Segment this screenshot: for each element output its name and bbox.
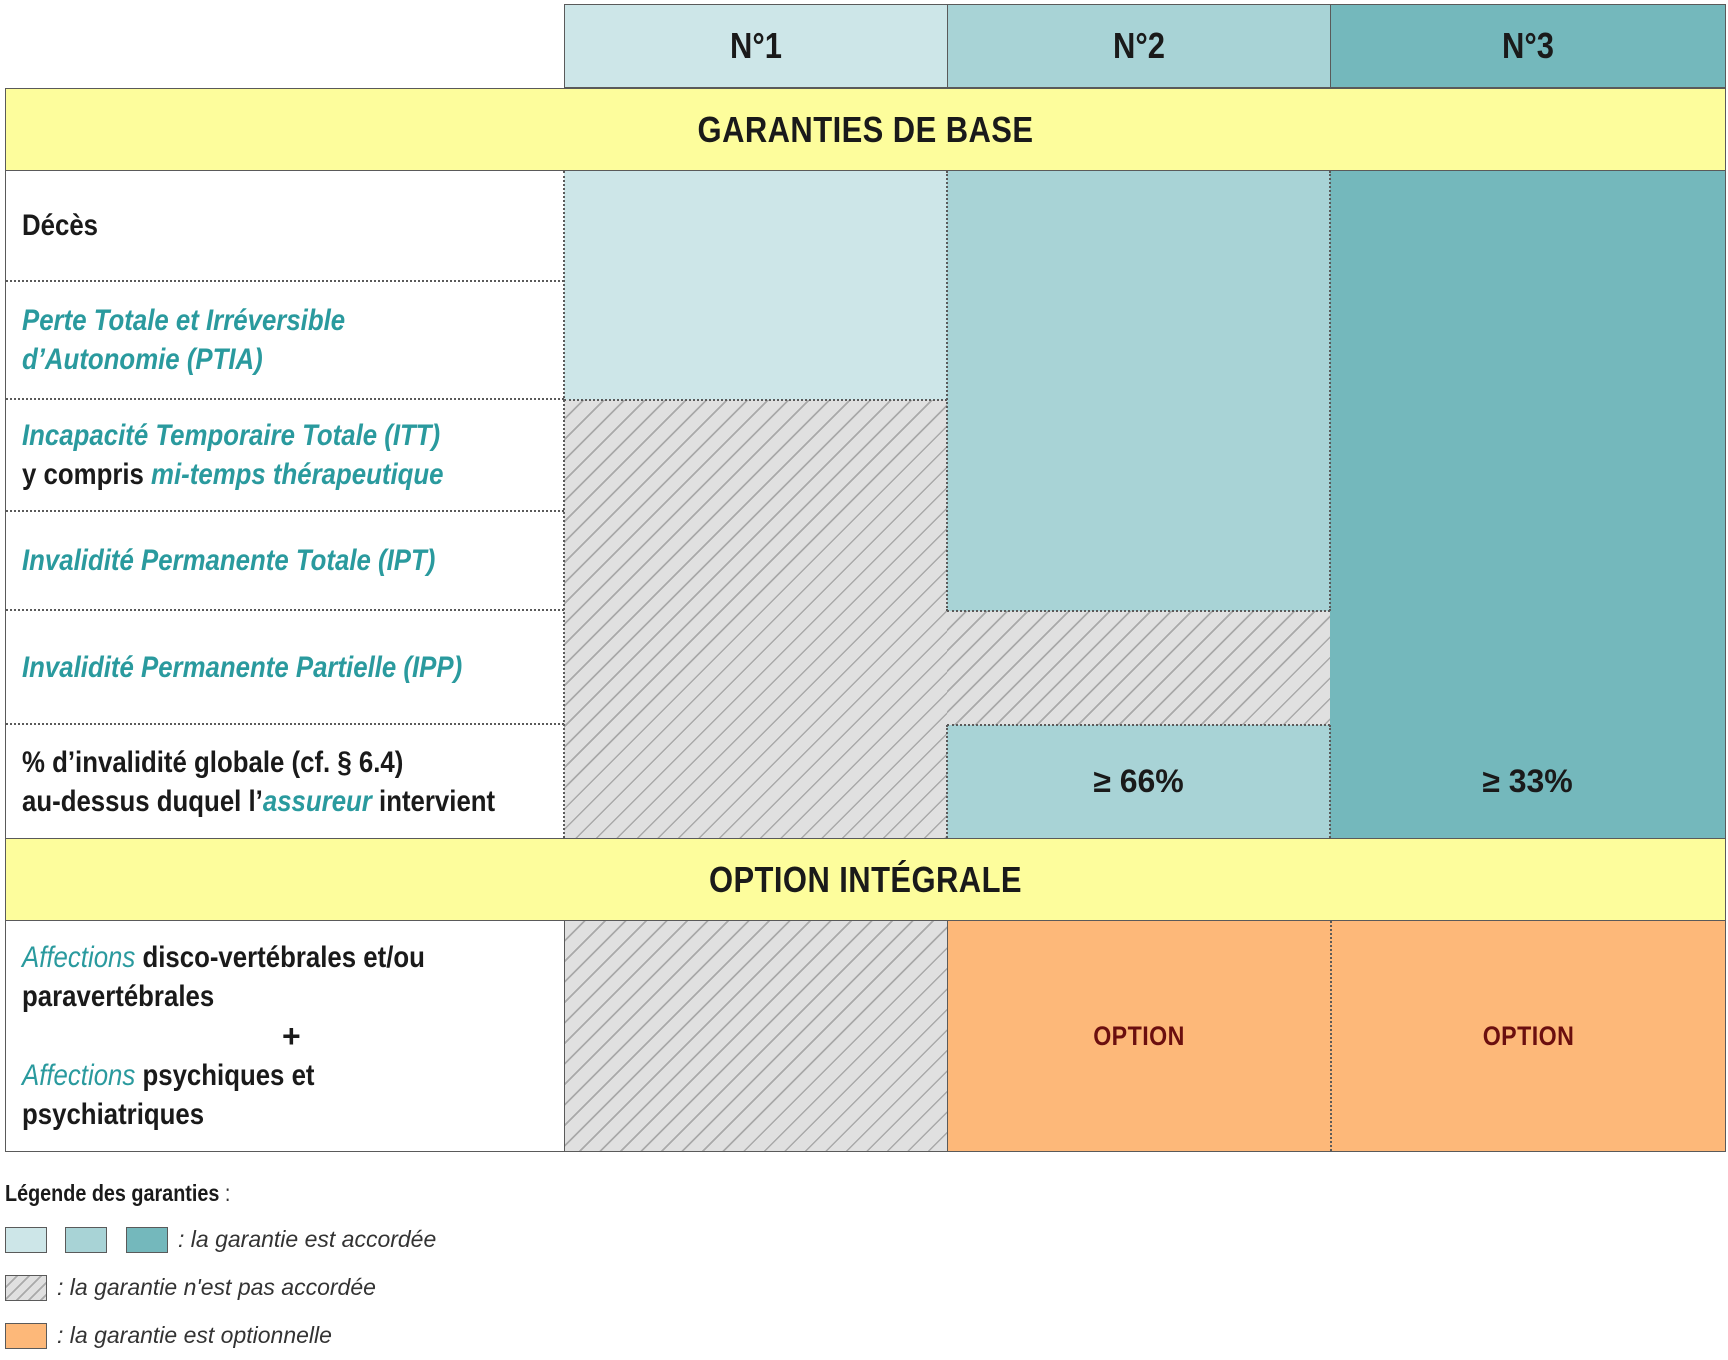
column-header-n3: N°3	[1330, 4, 1726, 88]
row-affections: Affections disco-vertébrales et/ou parav…	[6, 921, 564, 1151]
column-header-n3-label: N°3	[1502, 25, 1554, 66]
legend-swatch-option	[5, 1323, 47, 1349]
row-ipt: Invalidité Permanente Totale (IPT)	[6, 512, 564, 611]
row-affections-2-rest: psychiques et	[135, 1059, 315, 1092]
n2-integral-option: OPTION	[947, 921, 1330, 1151]
row-percent: % d’invalidité globale (cf. § 6.4) au-de…	[6, 725, 564, 838]
n3-option-label: OPTION	[1482, 1020, 1575, 1051]
column-header-n2: N°2	[947, 4, 1330, 88]
col-separator-1	[563, 171, 565, 838]
row-itt: Incapacité Temporaire Totale (ITT) y com…	[6, 400, 564, 512]
section-title-integral: OPTION INTÉGRALE	[708, 858, 1023, 900]
legend-swatch-n3	[126, 1227, 168, 1253]
legend-swatch-n2	[65, 1227, 107, 1253]
row-deces: Décès	[6, 171, 564, 282]
legend-title-colon: :	[219, 1180, 231, 1206]
n1-granted-block	[564, 171, 947, 400]
row-itt-line1: Incapacité Temporaire Totale (ITT)	[22, 419, 441, 452]
row-percent-line2-prefix: au-dessus duquel l’	[22, 784, 263, 818]
n2-block-divider	[947, 610, 1330, 612]
section-band-base: GARANTIES DE BASE	[5, 88, 1726, 171]
row-ptia: Perte Totale et Irréversible d’Autonomie…	[6, 282, 564, 400]
n2-percent-value: ≥ 66%	[1093, 763, 1184, 799]
n2-block-divider-2	[947, 724, 1330, 726]
row-itt-line2-prefix: y compris	[22, 458, 152, 491]
row-affections-line2: paravertébrales	[22, 980, 215, 1013]
row-ipt-label: Invalidité Permanente Totale (IPT)	[22, 544, 436, 577]
section-title-base: GARANTIES DE BASE	[697, 108, 1034, 150]
column-header-n2-label: N°2	[1113, 25, 1165, 66]
legend-granted: : la garantie est accordée	[178, 1226, 437, 1252]
n1-block-divider	[564, 399, 947, 401]
row-percent-line2-suffix: intervient	[371, 784, 496, 818]
n2-not-granted-block	[947, 611, 1330, 725]
legend-swatch-hatch	[5, 1275, 47, 1301]
row-percent-line2: au-dessus duquel l’assureur intervient	[22, 782, 495, 821]
col-separator-2	[946, 171, 948, 611]
section-band-integral: OPTION INTÉGRALE	[5, 838, 1726, 921]
row-affections-line3: Affections psychiques et	[22, 1056, 488, 1095]
row-ipp: Invalidité Permanente Partielle (IPP)	[6, 611, 564, 725]
column-header-n1-label: N°1	[730, 25, 782, 66]
row-percent-line1: % d’invalidité globale (cf. § 6.4)	[22, 745, 404, 779]
col-separator-2b	[946, 725, 948, 838]
row-ipp-label: Invalidité Permanente Partielle (IPP)	[22, 650, 463, 684]
n3-percent-value: ≥ 33%	[1482, 763, 1573, 799]
n2-percent-cell: ≥ 66%	[947, 725, 1330, 838]
row-affections-line1: Affections disco-vertébrales et/ou	[22, 938, 488, 977]
legend-title-text: Légende des garanties	[5, 1180, 220, 1206]
plus-sign: +	[282, 1018, 301, 1054]
row-deces-label: Décès	[22, 209, 99, 242]
legend-title: Légende des garanties :	[5, 1180, 230, 1207]
legend-swatch-n1	[5, 1227, 47, 1253]
legend-optional: : la garantie est optionnelle	[57, 1322, 332, 1348]
row-affections-1-rest: disco-vertébrales et/ou	[135, 941, 425, 974]
col-separator-3b	[1329, 725, 1331, 838]
row-affections-2-em: Affections	[22, 1059, 136, 1092]
row-affections-1-em: Affections	[22, 941, 136, 974]
row-percent-line2-em: assureur	[262, 784, 372, 818]
n3-integral-option: OPTION	[1330, 921, 1725, 1151]
n1-integral-not-granted	[564, 921, 947, 1151]
integral-row	[5, 921, 1726, 1152]
n3-granted-block: ≥ 33%	[1330, 171, 1726, 838]
legend-not-granted: : la garantie n'est pas accordée	[57, 1274, 376, 1300]
col-separator-3	[1329, 171, 1331, 611]
row-itt-line2-em: mi-temps thérapeutique	[151, 458, 444, 491]
row-affections-line4: psychiatriques	[22, 1098, 205, 1131]
row-ptia-line1: Perte Totale et Irréversible	[22, 304, 346, 337]
n2-option-label: OPTION	[1093, 1020, 1185, 1051]
n1-not-granted-block	[564, 400, 947, 838]
column-header-n1: N°1	[564, 4, 947, 88]
row-ptia-line2: d’Autonomie (PTIA)	[22, 343, 263, 376]
row-itt-line2: y compris mi-temps thérapeutique	[22, 455, 488, 494]
n2-granted-block	[947, 171, 1330, 611]
